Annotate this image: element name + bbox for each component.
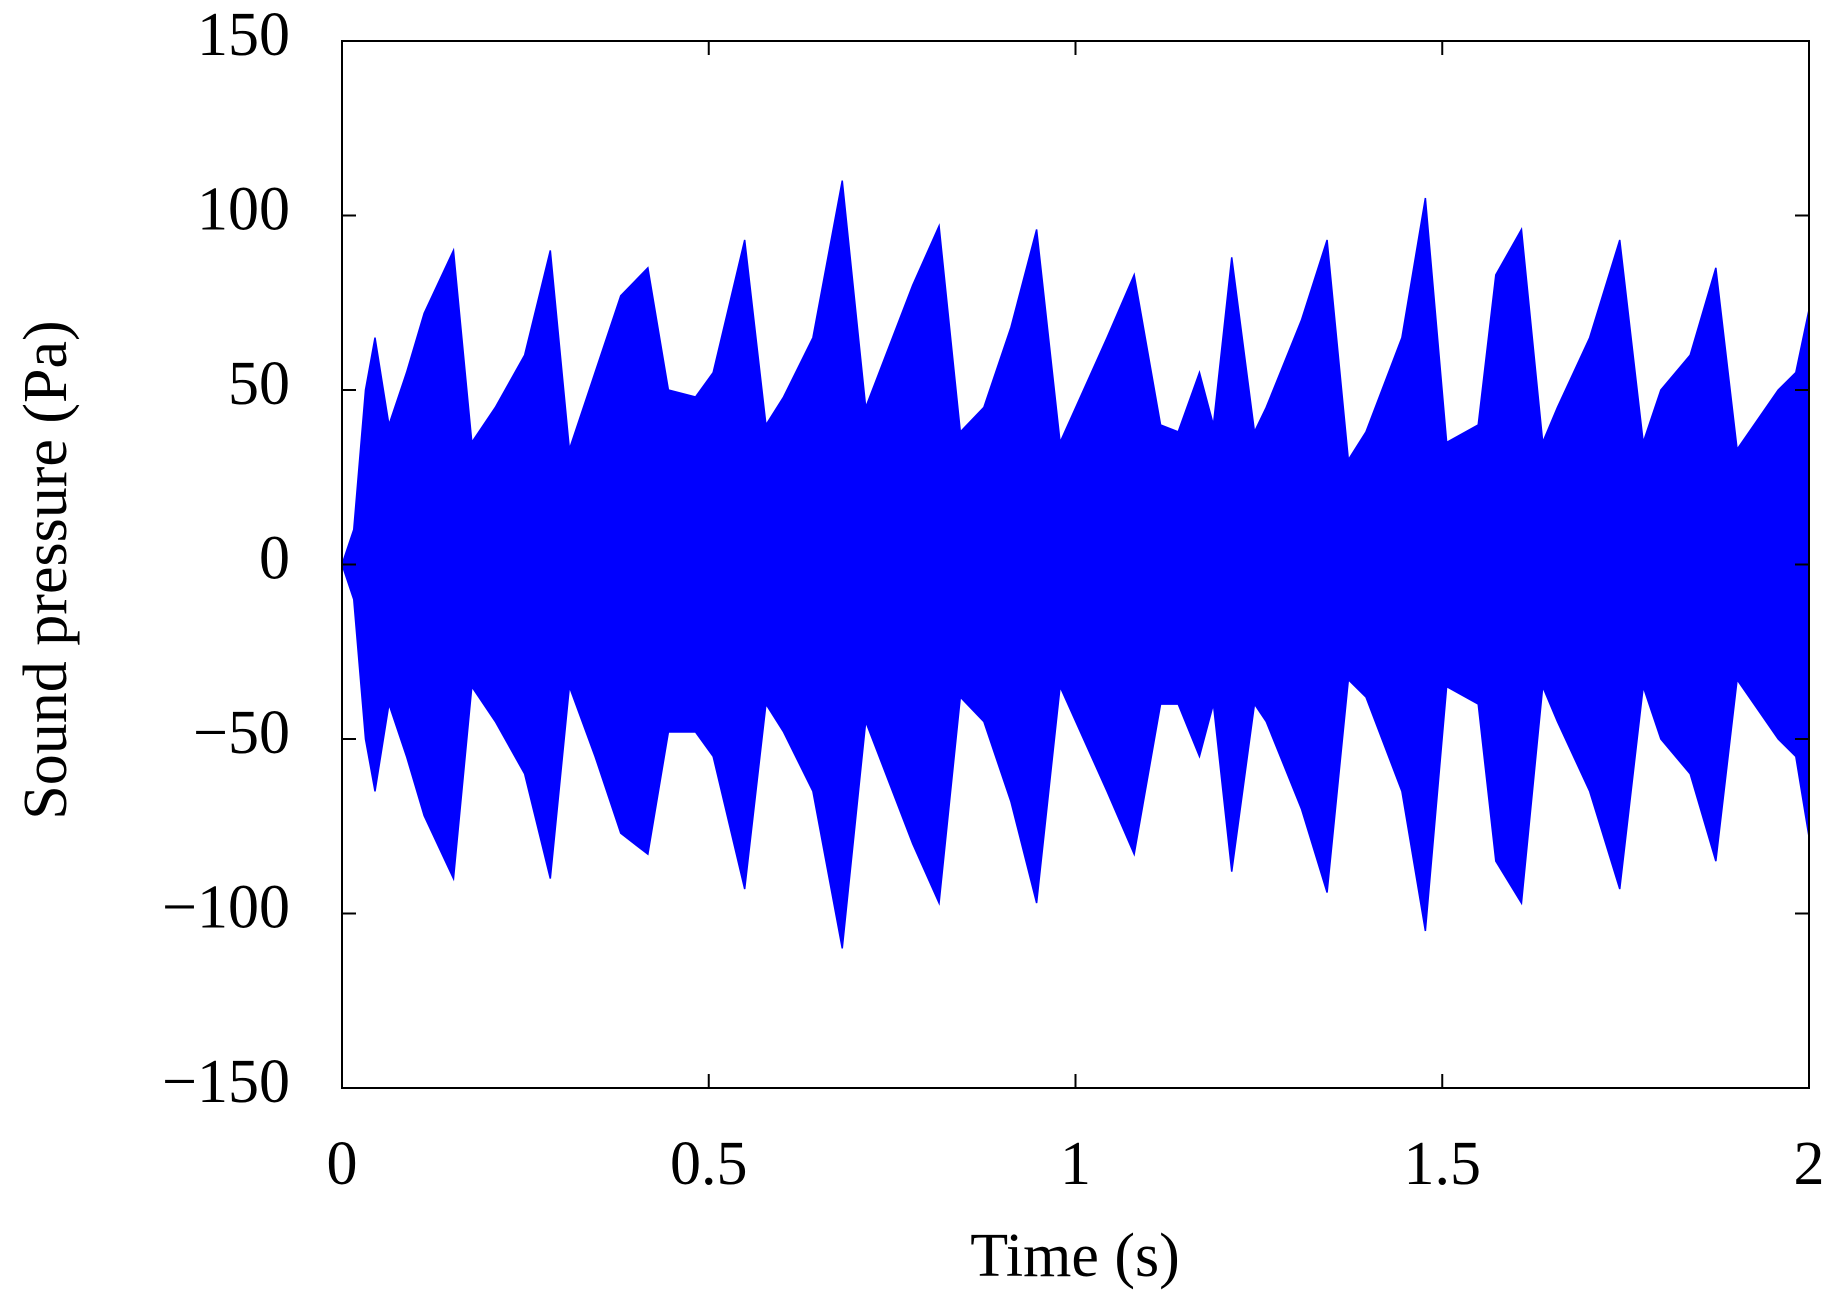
x-axis-label: Time (s)	[970, 1222, 1180, 1290]
y-tick-label: −50	[193, 699, 290, 767]
y-tick-label: 150	[197, 1, 290, 69]
x-tick-label: 1	[1060, 1130, 1091, 1198]
x-tick-label: 0	[327, 1130, 358, 1198]
y-axis-label: Sound pressure (Pa)	[12, 320, 80, 819]
y-tick-label: 100	[197, 176, 290, 244]
y-tick-label: 50	[228, 350, 290, 418]
y-tick-label: 0	[259, 525, 290, 593]
x-tick-label: 1.5	[1404, 1130, 1482, 1198]
envelope-upper	[340, 180, 1810, 566]
x-tick-label: 0.5	[670, 1130, 748, 1198]
y-tick-label: −100	[162, 874, 290, 942]
x-tick-label: 2	[1794, 1130, 1825, 1198]
y-tick-label: −150	[162, 1048, 290, 1116]
envelope-lower	[340, 563, 1810, 949]
